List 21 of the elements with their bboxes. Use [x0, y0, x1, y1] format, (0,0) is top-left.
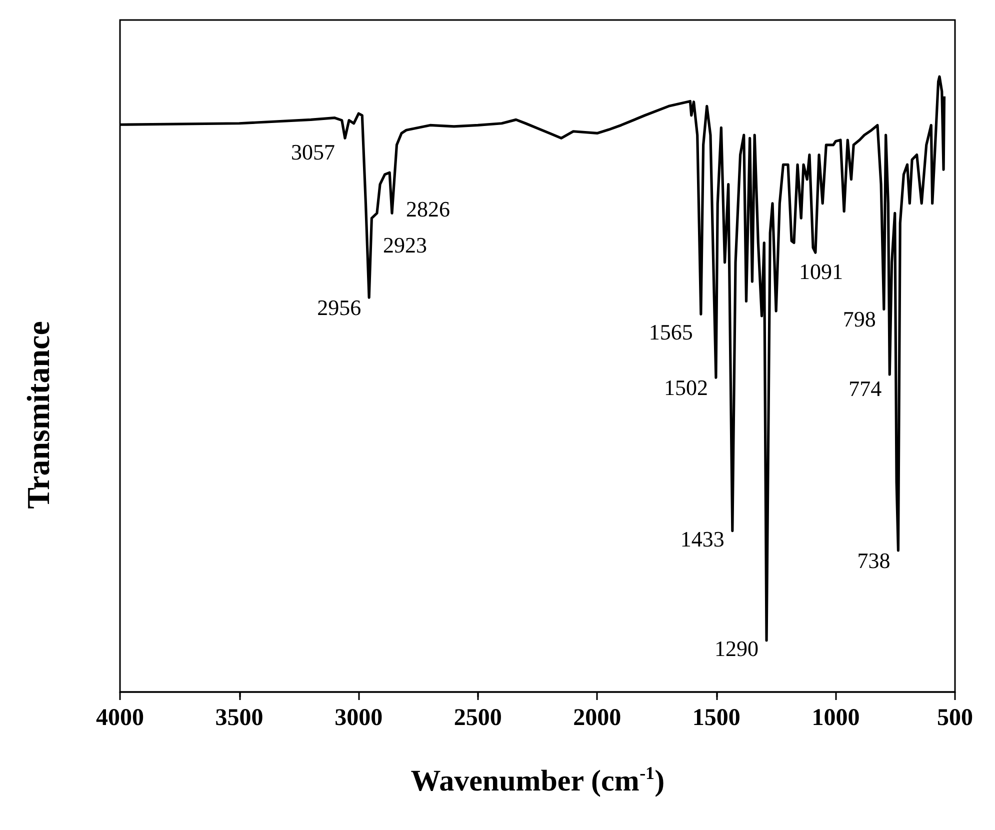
- x-tick-label: 500: [937, 705, 973, 731]
- annotation: 2956: [317, 295, 362, 320]
- x-tick-label: 4000: [96, 705, 144, 731]
- x-tick-label: 3000: [334, 705, 383, 731]
- annotation: 738: [857, 548, 890, 573]
- x-tick-label: 3500: [215, 705, 264, 731]
- x-tick-label: 1500: [692, 705, 740, 731]
- annotation: 1290: [714, 636, 759, 661]
- annotation: 2923: [382, 232, 427, 258]
- annotation: 774: [848, 376, 882, 401]
- y-axis-title: Transmitance: [20, 321, 56, 509]
- x-tick-label: 2500: [454, 705, 502, 731]
- annotation: 1565: [648, 320, 693, 345]
- x-tick-label: 1000: [812, 705, 860, 731]
- annotation: 1091: [799, 259, 844, 284]
- x-tick-label: 2000: [573, 705, 622, 731]
- annotation: 2826: [406, 196, 450, 222]
- annotation: 798: [842, 306, 876, 332]
- annotation: 1502: [664, 375, 708, 400]
- annotation: 3057: [290, 140, 335, 165]
- annotation: 1433: [680, 526, 724, 552]
